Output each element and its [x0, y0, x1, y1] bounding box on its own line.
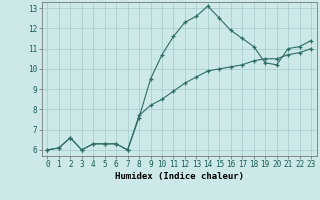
X-axis label: Humidex (Indice chaleur): Humidex (Indice chaleur) — [115, 172, 244, 181]
